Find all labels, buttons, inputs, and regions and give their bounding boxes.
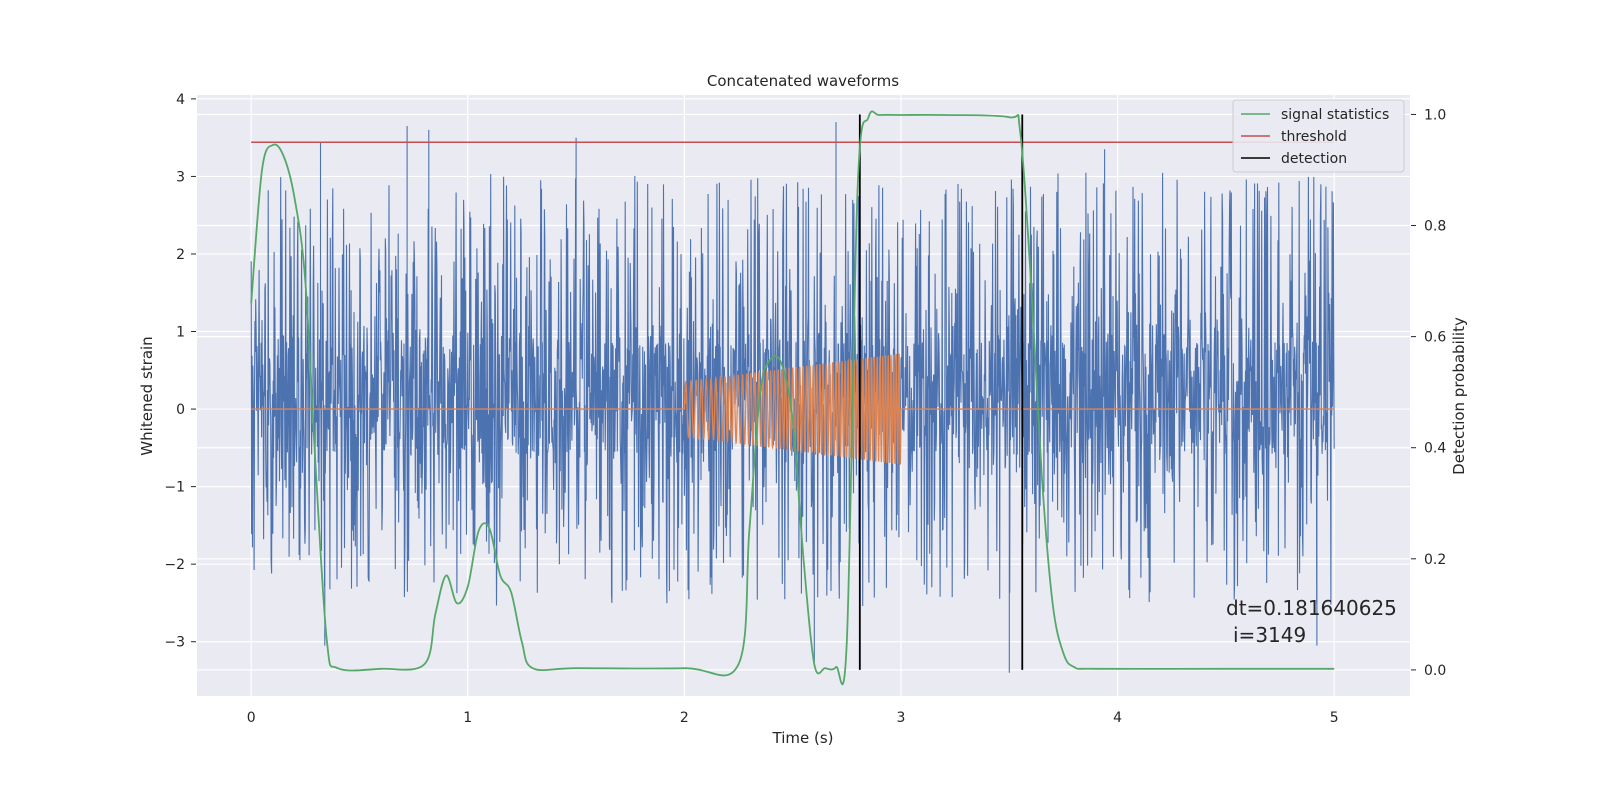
signal-statistics-line	[250, 110, 1335, 686]
y-right-tick-label: 0.4	[1424, 441, 1446, 457]
chart-title: Concatenated waveforms	[707, 72, 899, 90]
y-right-tick-label: 0.8	[1424, 219, 1446, 235]
y-tick-label: 0	[176, 402, 185, 418]
legend-label-threshold: threshold	[1281, 129, 1347, 145]
legend: signal statistics threshold detection	[1232, 99, 1405, 173]
y-axis-label: Whitened strain	[138, 336, 156, 455]
strain-series-line	[250, 122, 1335, 673]
annotation-dt: dt=0.181640625	[1226, 596, 1397, 620]
y-tick-label: −1	[164, 480, 185, 496]
x-tick-label: 3	[897, 710, 906, 726]
annotation-i: i=3149	[1233, 623, 1306, 647]
x-tick-label: 4	[1113, 710, 1122, 726]
y-tick-label: 4	[176, 92, 185, 108]
y-right-tick-label: 1.0	[1424, 107, 1446, 123]
template-chirp-line	[251, 353, 1335, 465]
legend-label-detection: detection	[1281, 151, 1347, 167]
y-right-tick-label: 0.6	[1424, 330, 1446, 346]
y-tick-label: 1	[176, 325, 185, 341]
y-tick-label: 2	[176, 247, 185, 263]
legend-label-signal-statistics: signal statistics	[1281, 107, 1389, 123]
y-axis-label-right: Detection probability	[1450, 317, 1468, 475]
legend-box	[1232, 99, 1405, 173]
y-right-tick-label: 0.2	[1424, 552, 1446, 568]
axes-layer: 0 1 2 3 4 5 −3 −2 −1 0 1 2 3 4 0.0 0.2 0.4 0.6 0.8 1.0	[164, 92, 1446, 726]
x-tick-label: 5	[1330, 710, 1339, 726]
y-tick-label: −3	[164, 635, 185, 651]
plot-layer	[250, 110, 1335, 686]
x-tick-label: 1	[463, 710, 472, 726]
y-tick-label: −2	[164, 557, 185, 573]
y-tick-label: 3	[176, 169, 185, 185]
x-axis-label: Time (s)	[772, 729, 834, 747]
x-tick-label: 0	[247, 710, 256, 726]
x-tick-label: 2	[680, 710, 689, 726]
y-right-tick-label: 0.0	[1424, 663, 1446, 679]
